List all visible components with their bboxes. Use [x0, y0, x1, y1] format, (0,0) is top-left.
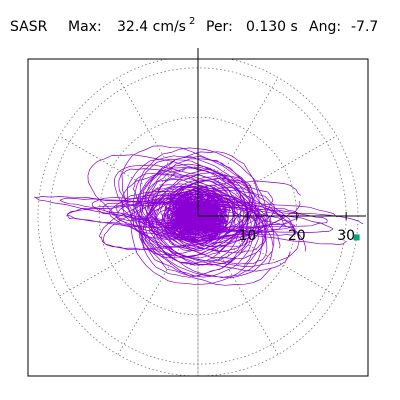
max-unit-exponent: 2 [189, 16, 195, 27]
period-label: Per: [206, 19, 233, 35]
angle-label: Ang: [309, 19, 341, 35]
max-point-marker [353, 234, 360, 241]
max-value: 32.4 cm/s [117, 19, 186, 35]
orbit-loop-14 [98, 180, 301, 251]
x-tick-label-10: 10 [238, 228, 256, 244]
orbit-loop-3 [118, 168, 281, 265]
orbit-loop-9 [34, 196, 364, 245]
orbit-trace [34, 145, 364, 286]
orbit-loop-4 [121, 145, 275, 286]
x-tick-label-20: 20 [288, 228, 306, 244]
chart-header: SASR Max: 32.4 cm/s 2 Per: 0.130 s Ang: … [10, 16, 378, 35]
orbit-core [163, 192, 232, 241]
orbit-loop-10 [87, 154, 307, 272]
max-label: Max: [68, 19, 102, 35]
plot-frame [27, 58, 369, 377]
polar-axes: 10 20 30 [197, 48, 366, 244]
angle-value: -7.7 [351, 19, 378, 35]
period-value: 0.130 s [246, 19, 298, 35]
x-tick-label-30: 30 [337, 228, 355, 244]
station-label: SASR [10, 19, 48, 35]
